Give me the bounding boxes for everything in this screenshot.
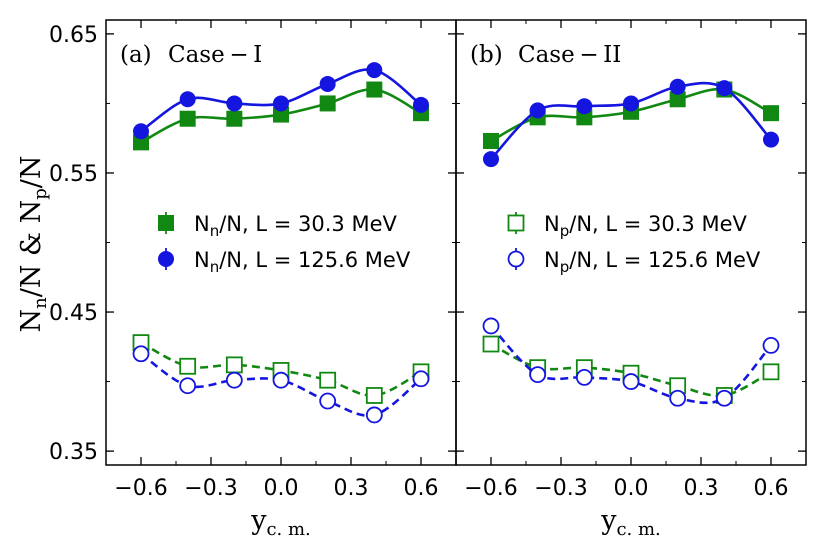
x-tick-label: 0.6 xyxy=(754,476,789,501)
series-proton-L30 xyxy=(482,335,780,404)
data-point xyxy=(529,102,546,119)
x-tick-label: 0.0 xyxy=(614,476,649,501)
x-tick-label: 0.0 xyxy=(264,476,299,501)
legend-label: Np/N, L = 125.6 MeV xyxy=(544,248,761,276)
data-point xyxy=(482,317,500,335)
legend-panel-a: Nn/N, L = 30.3 MeV Nn/N, L = 125.6 MeV xyxy=(158,212,411,276)
x-tick-label: −0.3 xyxy=(534,476,587,501)
case-label: Case − II xyxy=(518,42,621,68)
data-point xyxy=(319,392,337,410)
legend-entry: Np/N, L = 125.6 MeV xyxy=(507,248,761,276)
legend-label: Np/N, L = 30.3 MeV xyxy=(544,212,748,240)
panel-label: (a) xyxy=(120,42,152,68)
data-point xyxy=(366,62,383,79)
data-point xyxy=(576,109,593,126)
legend-marker xyxy=(158,251,174,267)
data-point xyxy=(365,387,383,404)
data-point xyxy=(179,357,197,375)
legend-entry: Nn/N, L = 125.6 MeV xyxy=(158,248,411,276)
data-point xyxy=(319,371,337,389)
data-point xyxy=(763,131,779,148)
plot-frame xyxy=(455,19,807,466)
legend-label: Nn/N, L = 125.6 MeV xyxy=(194,248,411,276)
data-point xyxy=(482,335,500,353)
x-tick-label: −0.3 xyxy=(184,476,237,501)
x-tick-label: −0.6 xyxy=(114,476,167,501)
data-point xyxy=(365,406,383,424)
x-tick-label: 0.6 xyxy=(404,476,439,501)
x-axis-title: yc. m. xyxy=(600,505,661,540)
x-axis-title: yc. m. xyxy=(250,505,311,540)
data-point xyxy=(133,134,149,151)
data-point xyxy=(226,110,243,127)
data-point xyxy=(762,337,780,354)
panel-label: (b) xyxy=(470,42,503,68)
data-point xyxy=(669,389,687,407)
data-point xyxy=(272,371,290,389)
y-title-sub-p: p xyxy=(30,188,51,200)
legend-label: Nn/N, L = 30.3 MeV xyxy=(194,212,397,240)
case-label: Case − I xyxy=(168,42,262,68)
svg-text:Nn/N & Np/N: Nn/N & Np/N xyxy=(16,155,51,332)
data-point xyxy=(529,366,547,384)
data-point xyxy=(622,373,640,390)
y-tick-label: 0.65 xyxy=(49,23,98,48)
data-point xyxy=(273,95,289,112)
data-point xyxy=(319,95,336,112)
x-tick-label: 0.3 xyxy=(334,476,369,501)
series-neutron-L30 xyxy=(483,81,779,149)
data-point xyxy=(179,110,196,127)
series-proton-L125 xyxy=(132,345,430,424)
series-neutron-L30 xyxy=(133,81,429,151)
data-point xyxy=(576,98,593,115)
data-point xyxy=(179,377,197,395)
data-point xyxy=(483,151,499,168)
y-axis-title: Nn/N & Np/N xyxy=(16,155,51,332)
data-point xyxy=(133,123,149,140)
plot-frame xyxy=(105,19,457,466)
data-point xyxy=(623,95,639,112)
y-tick-label: 0.45 xyxy=(49,301,98,326)
data-point xyxy=(179,91,196,108)
data-point xyxy=(132,345,150,363)
legend-entry: Np/N, L = 30.3 MeV xyxy=(507,212,748,240)
series-proton-L125 xyxy=(482,317,780,407)
data-point xyxy=(412,370,430,388)
legend-marker xyxy=(507,214,525,232)
data-point xyxy=(762,363,780,381)
data-point xyxy=(273,106,289,123)
data-point xyxy=(413,96,429,113)
y-title-sub-n: n xyxy=(30,297,51,309)
data-point xyxy=(716,80,733,97)
legend-panel-b: Np/N, L = 30.3 MeV Np/N, L = 125.6 MeV xyxy=(507,212,761,276)
data-point xyxy=(366,81,383,98)
series-neutron-L125 xyxy=(133,62,429,140)
data-point xyxy=(763,105,779,122)
data-point xyxy=(225,371,243,389)
legend-marker xyxy=(507,250,525,268)
data-point xyxy=(575,368,593,386)
data-point xyxy=(715,389,733,407)
y-tick-label: 0.35 xyxy=(49,440,98,465)
panel-a: −0.6 −0.3 0.0 0.3 0.6 0.35 0.45 0.55 0.65 (a) Case… xyxy=(49,19,457,540)
y-tick-label: 0.55 xyxy=(49,162,98,187)
legend-entry: Nn/N, L = 30.3 MeV xyxy=(158,212,397,240)
panel-b: −0.6 −0.3 0.0 0.3 0.6 (b) Case − II yc. m. xyxy=(455,19,807,540)
x-tick-label: 0.3 xyxy=(684,476,719,501)
legend-marker xyxy=(158,215,174,231)
data-point xyxy=(669,78,686,95)
data-point xyxy=(225,356,243,374)
data-point xyxy=(226,95,243,112)
data-point xyxy=(319,75,336,92)
x-tick-label: −0.6 xyxy=(464,476,517,501)
series-neutron-L125 xyxy=(483,78,779,168)
series-proton-L30 xyxy=(132,334,430,404)
data-point xyxy=(483,132,499,149)
data-point xyxy=(669,91,686,108)
